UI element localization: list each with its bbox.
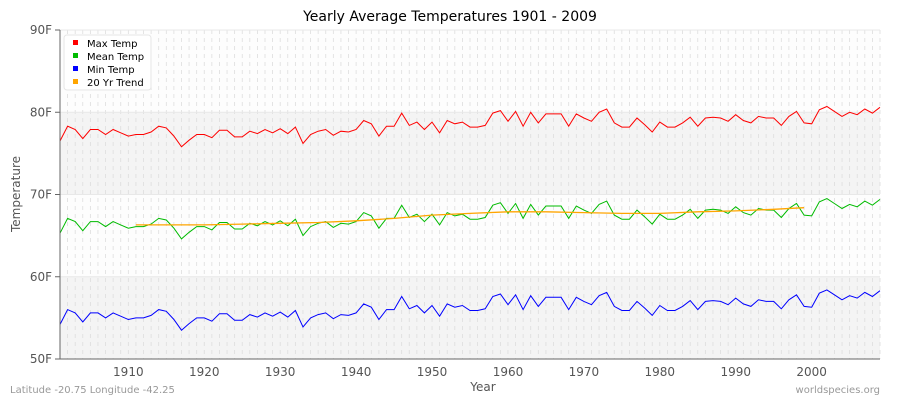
x-tick-label: 1990: [720, 365, 751, 379]
x-tick-label: 1960: [493, 365, 524, 379]
legend-swatch-mean-temp: [73, 53, 78, 58]
x-tick-label: 1920: [189, 365, 220, 379]
legend-swatch-20-yr-trend: [73, 79, 78, 84]
x-tick-label: 1980: [645, 365, 676, 379]
x-axis-ticks: 1910 1920 1930 1940 1950 1960 1970 1980 1990 2000: [113, 365, 827, 379]
legend-label-20-yr-trend: 20 Yr Trend: [87, 78, 144, 89]
y-axis-label: Temperature: [9, 156, 23, 233]
x-tick-label: 1940: [341, 365, 372, 379]
source-label: worldspecies.org: [796, 385, 880, 396]
series-line-mean-temp: [59, 198, 881, 240]
x-tick-label: 1970: [569, 365, 600, 379]
y-tick-label: 80F: [30, 105, 52, 119]
legend-swatch-min-temp: [73, 66, 78, 71]
x-tick-label: 2000: [796, 365, 827, 379]
y-tick-label: 60F: [30, 270, 52, 284]
y-tick-label: 90F: [30, 23, 52, 37]
series-lines: [59, 105, 881, 331]
x-tick-label: 1910: [113, 365, 144, 379]
x-axis-label: Year: [469, 380, 495, 394]
location-label: Latitude -20.75 Longitude -42.25: [10, 385, 175, 396]
vertical-gridlines: [59, 30, 881, 359]
x-tick-label: 1950: [417, 365, 448, 379]
series-line-20-yr-trend: [135, 207, 805, 226]
legend-swatch-max-temp: [73, 40, 78, 45]
y-tick-label: 50F: [30, 352, 52, 366]
chart-title: Yearly Average Temperatures 1901 - 2009: [302, 9, 597, 25]
series-line-min-temp: [59, 289, 881, 331]
legend-label-mean-temp: Mean Temp: [87, 52, 144, 63]
legend: Max Temp Mean Temp Min Temp 20 Yr Trend: [63, 34, 152, 91]
y-tick-label: 70F: [30, 188, 52, 202]
series-line-max-temp: [59, 105, 881, 148]
x-tick-label: 1930: [265, 365, 296, 379]
legend-label-max-temp: Max Temp: [87, 39, 138, 50]
legend-label-min-temp: Min Temp: [87, 65, 135, 76]
